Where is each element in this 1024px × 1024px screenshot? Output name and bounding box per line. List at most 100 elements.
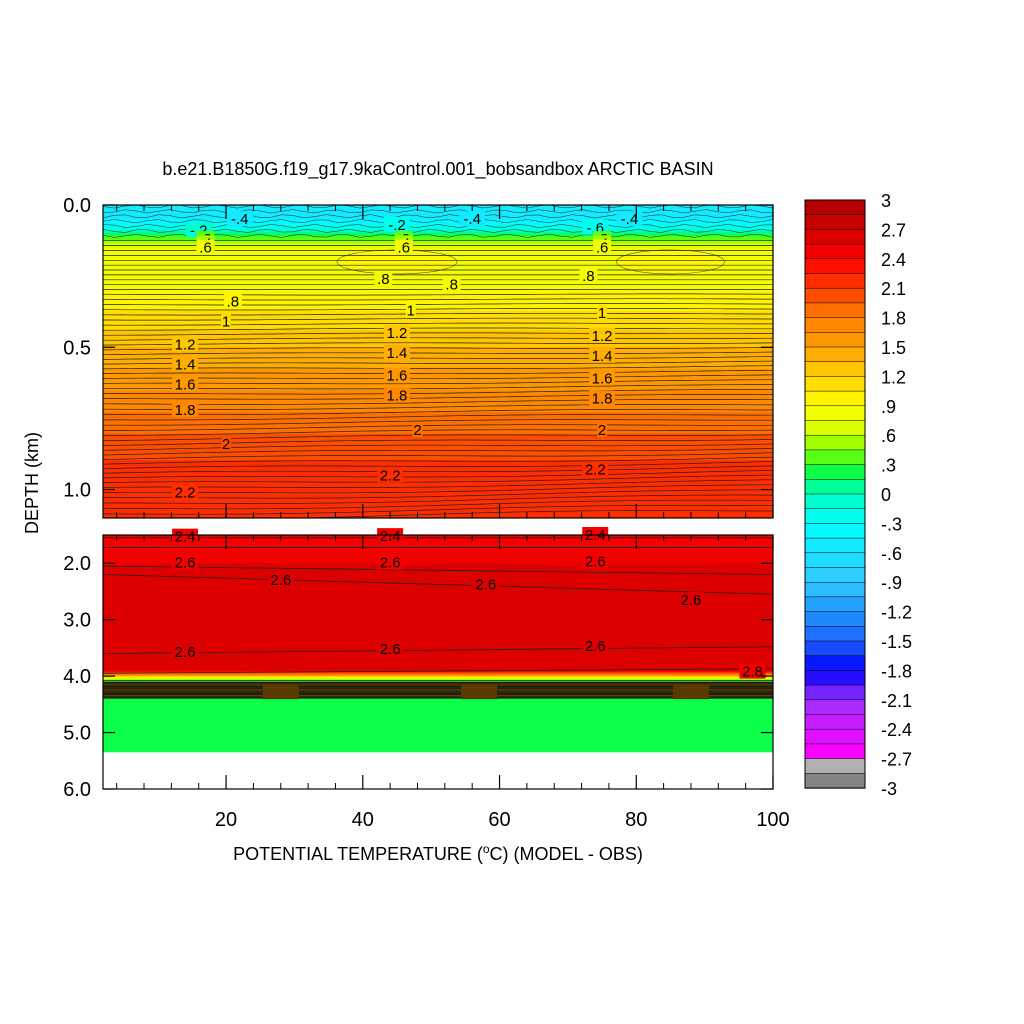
upper-fill-band xyxy=(103,455,773,459)
upper-fill-band xyxy=(103,272,773,276)
upper-fill-band xyxy=(103,231,773,235)
lower-fill-band xyxy=(103,542,773,545)
upper-fill-band xyxy=(103,515,773,518)
lower-fill-band xyxy=(103,588,773,591)
contour-line xyxy=(103,332,773,336)
upper-fill-band xyxy=(103,289,773,293)
lower-fill-band xyxy=(103,592,773,595)
lower-fill-band xyxy=(103,558,773,561)
colorbar-bin xyxy=(804,214,866,231)
contour-label: 2.6 xyxy=(380,555,401,572)
y-tick-label: 2.0 xyxy=(63,553,91,575)
lower-fill-band xyxy=(103,753,773,756)
colorbar-label: .9 xyxy=(881,397,896,417)
lower-fill-band xyxy=(103,605,773,608)
lower-fill-band xyxy=(103,659,773,662)
lower-fill-band xyxy=(103,738,773,741)
colorbar-bin xyxy=(804,317,866,333)
lower-fill-band xyxy=(103,715,773,718)
colorbar-label: -3 xyxy=(881,779,897,799)
contour-label: 2 xyxy=(413,422,421,439)
colorbar-label: 2.1 xyxy=(881,279,906,299)
upper-fill-band xyxy=(103,378,773,382)
lower-fill-band xyxy=(103,614,773,617)
contour-line xyxy=(103,419,773,426)
contour-line xyxy=(103,565,773,575)
lower-fill-band xyxy=(103,683,773,686)
x-tick-label: 40 xyxy=(352,809,374,831)
upper-fill-band xyxy=(103,349,773,353)
contour-line xyxy=(103,347,773,351)
upper-fill-band xyxy=(103,416,773,420)
contour-label-bg xyxy=(405,302,416,318)
lower-fill-band xyxy=(103,666,773,669)
upper-fill-band xyxy=(103,450,773,454)
colorbar-label: 1.8 xyxy=(881,309,906,329)
contour-label: 2.6 xyxy=(270,572,291,589)
upper-fill-band xyxy=(103,412,773,416)
colorbar xyxy=(804,199,866,789)
upper-fill-band xyxy=(103,207,773,211)
upper-fill-band xyxy=(103,397,773,401)
contour-label: 1 xyxy=(406,302,414,319)
contour-label-bg xyxy=(221,313,232,329)
contour-line xyxy=(103,452,773,460)
contour-label: .8 xyxy=(227,294,240,311)
lower-fill-band xyxy=(103,779,773,782)
lower-fill-band xyxy=(103,537,773,540)
colorbar-bin xyxy=(804,493,866,510)
colorbar-bin xyxy=(804,199,866,216)
contour-line xyxy=(103,461,773,470)
upper-fill-band xyxy=(103,409,773,413)
lower-fill-band xyxy=(103,560,773,563)
lower-fill-band xyxy=(103,678,773,681)
lower-fill-band xyxy=(103,755,773,758)
lower-fill-band xyxy=(103,681,773,684)
lower-fill-band xyxy=(103,561,773,564)
contour-label-bg xyxy=(597,305,608,321)
lower-fill-band xyxy=(103,752,773,755)
lower-fill-band xyxy=(103,628,773,631)
lower-fill-band xyxy=(103,563,773,566)
contour-label-bg xyxy=(172,356,199,372)
upper-fill-band xyxy=(103,274,773,278)
contour-line xyxy=(103,456,773,465)
contour-label-bg xyxy=(589,370,616,386)
lower-fill-band xyxy=(103,748,773,751)
lower-fill-band xyxy=(103,698,773,701)
colorbar-frame xyxy=(804,199,866,789)
contour-label-bg xyxy=(221,436,232,452)
contour-label: 1.2 xyxy=(592,328,613,345)
lower-fill-band xyxy=(103,584,773,587)
contour-label: 2.4 xyxy=(175,529,196,546)
upper-fill-band xyxy=(103,298,773,302)
lower-fill-band xyxy=(103,757,773,760)
upper-fill-band xyxy=(103,214,773,218)
dense-contour-cluster xyxy=(672,685,709,700)
lower-fill-band xyxy=(103,590,773,593)
lower-fill-band xyxy=(103,749,773,752)
contour-label-bg xyxy=(383,325,410,341)
lower-fill-band xyxy=(103,670,773,673)
upper-fill-band xyxy=(103,284,773,288)
contour-label: 1 xyxy=(598,305,606,322)
colorbar-bin xyxy=(804,655,866,672)
lower-fill-band xyxy=(103,568,773,571)
x-axis-label-suffix: C) (MODEL - OBS) xyxy=(490,844,643,864)
upper-fill-band xyxy=(103,337,773,341)
contour-line xyxy=(103,327,773,331)
contour-label-bg xyxy=(172,401,199,417)
lower-fill-band xyxy=(103,685,773,688)
contour-label-bg xyxy=(196,239,215,255)
lower-fill-band xyxy=(103,776,773,779)
lower-fill-band xyxy=(103,770,773,773)
y-tick-label: 0.0 xyxy=(63,195,91,217)
lower-fill-band xyxy=(103,742,773,745)
lower-fill-band xyxy=(103,746,773,749)
warm-eddy xyxy=(616,249,725,275)
colorbar-label: -1.8 xyxy=(881,661,912,681)
lower-fill-band xyxy=(103,578,773,581)
upper-fill-band xyxy=(103,361,773,365)
upper-fill-band xyxy=(103,342,773,346)
contour-line xyxy=(103,394,773,400)
